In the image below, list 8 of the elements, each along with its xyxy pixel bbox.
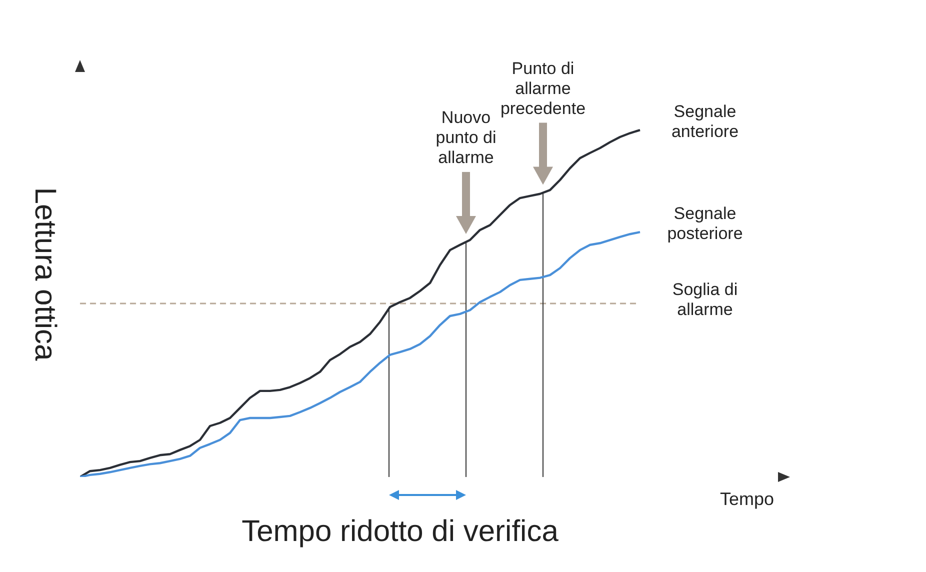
series-label: Segnale posteriore: [666, 204, 744, 244]
x-axis-title: Tempo: [720, 489, 774, 510]
series-label: Segnale anteriore: [670, 102, 740, 142]
text: Punto di allarme precedente: [500, 58, 586, 118]
y-axis-title: Lettura ottica: [28, 186, 62, 360]
text: Tempo ridotto di verifica: [240, 515, 560, 549]
ref-line-label: Soglia di allarme: [671, 280, 739, 320]
annotation: Nuovo punto di allarme: [436, 108, 496, 167]
